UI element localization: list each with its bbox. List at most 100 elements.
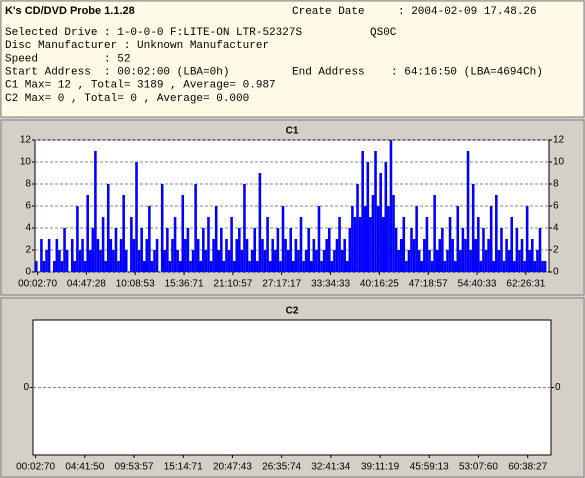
bar: [132, 239, 136, 272]
info-panel: [0, 0, 585, 118]
bar: [248, 261, 251, 272]
bar: [315, 250, 318, 272]
y-tick-label: 2: [553, 245, 559, 256]
bar: [63, 228, 66, 272]
info-text: C1 Max= 12 , Total= 3189 , Average= 0.98…: [5, 80, 276, 92]
y-tick-label: 8: [553, 179, 559, 190]
bar: [448, 217, 452, 272]
y-tick-label: 8: [25, 179, 31, 190]
bar: [351, 206, 354, 272]
bar: [523, 261, 526, 272]
bar: [60, 261, 64, 272]
bar: [520, 239, 524, 272]
bar: [451, 239, 454, 272]
bar: [492, 261, 496, 272]
bar: [40, 239, 43, 272]
bar: [140, 228, 143, 272]
bar: [399, 239, 403, 272]
bar: [166, 228, 169, 272]
bar: [42, 261, 46, 272]
bar: [495, 195, 498, 272]
y-tick-label: 12: [20, 135, 32, 146]
bar: [484, 250, 488, 272]
bar: [292, 261, 295, 272]
x-tick-label: 45:59:13: [410, 462, 449, 473]
bar: [243, 184, 246, 272]
x-tick-label: 04:41:50: [65, 462, 104, 473]
bar: [423, 239, 426, 272]
info-text: Selected Drive : 1-0-0-0 F:LITE-ON LTR-5…: [5, 27, 302, 39]
bar: [184, 239, 187, 272]
bar: [345, 261, 349, 272]
bar: [441, 228, 444, 272]
bar: [302, 261, 305, 272]
x-tick-label: 00:02:70: [16, 462, 55, 473]
bar: [361, 151, 364, 272]
bar: [330, 261, 334, 272]
bar: [502, 261, 506, 272]
bar: [510, 217, 514, 272]
bar: [268, 261, 272, 272]
y-tick-label: 4: [25, 223, 31, 234]
bar: [232, 261, 236, 272]
bar: [263, 250, 267, 272]
bar: [104, 261, 107, 272]
bar: [109, 239, 113, 272]
bar: [142, 261, 146, 272]
x-tick-label: 40:16:25: [360, 279, 399, 290]
bar: [222, 261, 226, 272]
bar: [91, 228, 95, 272]
bar: [214, 206, 218, 272]
bar: [482, 228, 485, 272]
bar: [543, 261, 547, 272]
bar: [410, 228, 413, 272]
bar: [235, 239, 239, 272]
bar: [70, 239, 74, 272]
bar: [348, 228, 352, 272]
x-tick-label: 62:26:31: [506, 279, 545, 290]
bar: [55, 239, 59, 272]
bar: [471, 184, 475, 272]
x-tick-label: 54:40:33: [458, 279, 497, 290]
bar: [435, 250, 439, 272]
x-tick-label: 53:07:60: [459, 462, 498, 473]
bar: [130, 217, 133, 272]
bar: [479, 261, 483, 272]
bar: [297, 250, 300, 272]
bar: [417, 250, 421, 272]
bar: [112, 250, 115, 272]
bar: [52, 261, 56, 272]
bar: [446, 250, 449, 272]
info-text: QS0C: [370, 27, 397, 39]
bar: [333, 250, 336, 272]
bar: [394, 228, 398, 272]
bar: [284, 239, 287, 272]
x-tick-label: 33:34:33: [311, 279, 350, 290]
bar: [191, 250, 195, 272]
bar: [438, 239, 442, 272]
bar: [212, 239, 215, 272]
bar: [461, 228, 465, 272]
x-tick-label: 32:41:34: [311, 462, 350, 473]
bar: [327, 228, 331, 272]
bar: [338, 217, 341, 272]
y-tick-label: 6: [25, 201, 31, 212]
bar: [474, 239, 478, 272]
y-tick-label: 0: [23, 382, 29, 393]
bar: [453, 261, 457, 272]
y-tick-label: 6: [553, 201, 559, 212]
bar: [155, 239, 159, 272]
bar: [73, 261, 77, 272]
bar: [397, 250, 400, 272]
bar: [238, 228, 241, 272]
bar: [536, 250, 539, 272]
bar: [163, 250, 167, 272]
bar: [204, 250, 208, 272]
bar: [518, 250, 521, 272]
bar: [340, 250, 344, 272]
y-tick-label: 2: [25, 245, 31, 256]
bar: [99, 250, 102, 272]
x-tick-label: 20:47:43: [213, 462, 252, 473]
bar: [430, 261, 434, 272]
bar: [258, 173, 262, 272]
